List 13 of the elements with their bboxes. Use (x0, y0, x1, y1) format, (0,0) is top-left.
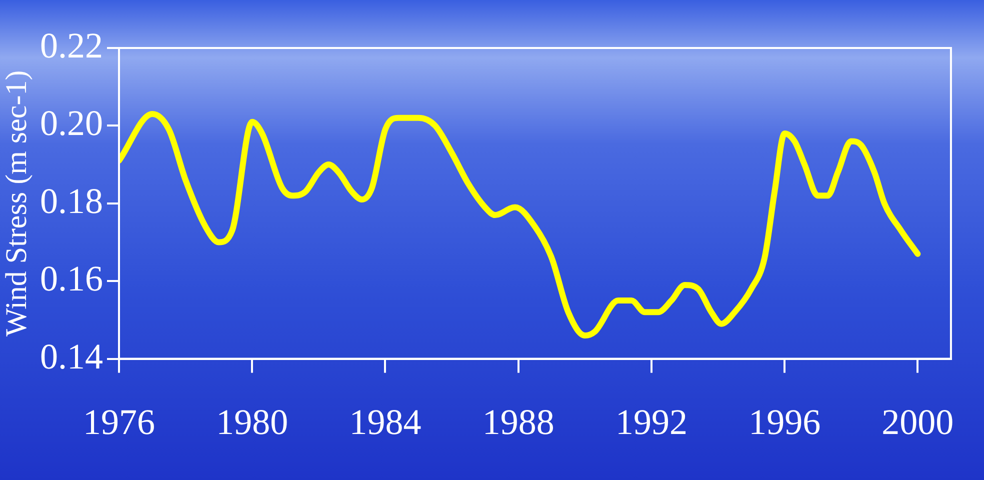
y-tick-label: 0.22 (40, 25, 103, 66)
y-tick-label: 0.20 (40, 103, 103, 144)
x-tick-label: 1984 (349, 402, 422, 442)
y-tick-label: 0.18 (40, 180, 103, 221)
x-tick-label: 2000 (882, 402, 954, 442)
x-tick-label: 1976 (83, 402, 155, 442)
y-tick-label: 0.16 (40, 258, 103, 299)
x-tick-label: 1996 (748, 402, 821, 442)
x-tick-label: 1992 (615, 402, 688, 442)
y-axis-title: Wind Stress (m sec-1) (0, 70, 33, 337)
y-tick-label: 0.14 (40, 336, 103, 376)
x-tick-label: 1980 (216, 402, 288, 442)
x-tick-label: 1988 (482, 402, 554, 442)
